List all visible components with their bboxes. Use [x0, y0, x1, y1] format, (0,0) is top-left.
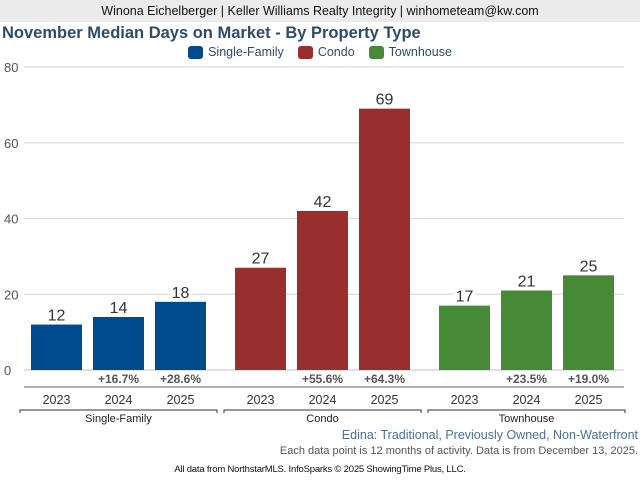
data-label: 18 — [172, 285, 190, 302]
bar[interactable] — [439, 305, 490, 370]
x-tick-label: 2024 — [105, 393, 133, 407]
legend-label: Townhouse — [388, 45, 452, 59]
x-tick-label: 2023 — [451, 393, 479, 407]
chart-subtitle: Edina: Traditional, Previously Owned, No… — [341, 428, 638, 442]
y-tick-label: 20 — [4, 287, 18, 302]
data-label-bg — [577, 256, 600, 274]
data-label-bg — [169, 282, 192, 300]
x-tick-label: 2023 — [247, 393, 275, 407]
data-label-bg — [311, 191, 334, 209]
data-label-bg — [373, 89, 396, 107]
x-tick-label: 2023 — [43, 393, 71, 407]
agent-contact-text: Winona Eichelberger | Keller Williams Re… — [101, 4, 539, 18]
agent-header-bar: Winona Eichelberger | Keller Williams Re… — [0, 0, 640, 22]
data-label-bg — [45, 305, 68, 323]
y-tick-label: 80 — [4, 60, 18, 75]
data-label-bg — [453, 286, 476, 304]
footer-credit: All data from NorthstarMLS. InfoSparks ©… — [174, 464, 466, 475]
group-label: Condo — [306, 413, 338, 425]
legend-item-condo[interactable]: Condo — [297, 45, 355, 59]
x-tick-label: 2025 — [575, 393, 603, 407]
data-label-bg — [515, 271, 538, 289]
x-tick-label: 2025 — [167, 393, 195, 407]
data-label: 27 — [252, 251, 270, 268]
data-label-bg — [249, 248, 272, 266]
y-tick-label: 60 — [4, 136, 18, 151]
chart-legend: Single-Family Condo Townhouse — [0, 45, 640, 59]
y-tick-label: 40 — [4, 212, 18, 227]
bar[interactable] — [297, 210, 348, 370]
group-bracket — [223, 409, 422, 413]
bar[interactable] — [31, 324, 82, 370]
y-tick-label: 0 — [4, 363, 11, 378]
change-label: +64.3% — [364, 372, 405, 386]
data-label: 69 — [376, 92, 394, 109]
data-label-bg — [107, 297, 130, 315]
group-bracket — [427, 409, 626, 413]
group-label: Townhouse — [499, 413, 555, 425]
legend-swatch-townhouse — [368, 45, 384, 59]
change-label: +23.5% — [506, 372, 547, 386]
bar[interactable] — [501, 290, 552, 370]
legend-label: Single-Family — [208, 45, 284, 59]
change-label: +16.7% — [98, 372, 139, 386]
bar[interactable] — [235, 267, 286, 370]
change-label: +19.0% — [568, 372, 609, 386]
bar[interactable] — [563, 275, 614, 370]
change-label: +55.6% — [302, 372, 343, 386]
bar[interactable] — [359, 108, 410, 370]
change-label: +28.6% — [160, 372, 201, 386]
group-label: Single-Family — [85, 413, 152, 425]
legend-label: Condo — [317, 45, 355, 59]
legend-item-single-family[interactable]: Single-Family — [188, 45, 284, 59]
data-label: 25 — [580, 258, 598, 275]
bar[interactable] — [155, 301, 206, 370]
chart-title: November Median Days on Market - By Prop… — [2, 24, 421, 42]
data-note: Each data point is 12 months of activity… — [279, 445, 638, 457]
data-label: 17 — [456, 289, 474, 306]
bar[interactable] — [93, 316, 144, 370]
legend-swatch-condo — [297, 45, 313, 59]
x-tick-label: 2024 — [309, 393, 337, 407]
x-tick-label: 2024 — [513, 393, 541, 407]
legend-swatch-single-family — [188, 45, 204, 59]
data-label: 42 — [314, 194, 332, 211]
data-label: 21 — [518, 273, 536, 290]
x-tick-label: 2025 — [371, 393, 399, 407]
group-bracket — [19, 409, 218, 413]
data-label: 12 — [48, 308, 66, 325]
data-label: 14 — [110, 300, 128, 317]
legend-item-townhouse[interactable]: Townhouse — [368, 45, 452, 59]
